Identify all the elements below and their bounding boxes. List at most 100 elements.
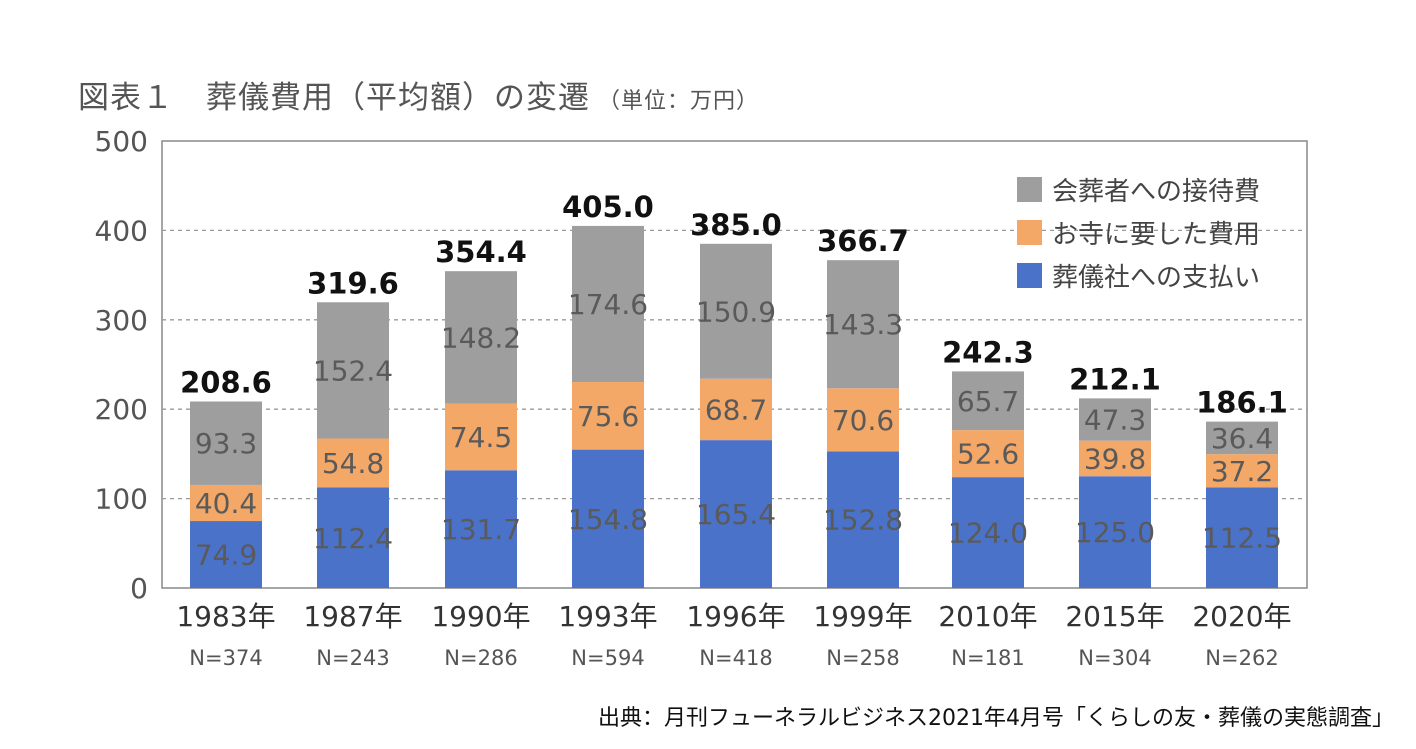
segment-value-label: 54.8 — [322, 447, 384, 480]
x-category-label: 1987年 — [303, 600, 402, 633]
bar-segment — [1079, 476, 1151, 588]
bar-segment — [700, 243, 772, 379]
bar-segment — [1079, 440, 1151, 477]
bar-segment — [827, 388, 899, 452]
bar-segment — [190, 401, 262, 485]
y-tick-label: 300 — [95, 304, 148, 337]
y-axis-ticks: 0 100 200 300 400 500 — [95, 125, 148, 605]
x-category-label: 1983年 — [176, 600, 275, 633]
y-tick-label: 0 — [130, 572, 148, 605]
legend-swatch — [1017, 220, 1042, 245]
x-sample-size-label: N=594 — [571, 646, 644, 670]
x-sample-size-label: N=304 — [1078, 646, 1151, 670]
segment-value-label: 124.0 — [948, 517, 1028, 550]
bar-segment — [317, 302, 389, 439]
bar-group: 165.4 68.7 150.9 385.0 — [690, 208, 782, 588]
bar-segment — [190, 521, 262, 588]
segment-value-label: 152.8 — [823, 504, 903, 537]
total-value-label: 208.6 — [180, 366, 272, 400]
x-category-label: 1990年 — [431, 600, 530, 633]
bars: 74.9 40.4 93.3 208.6 112.4 54.8 152.4 319.6 131.… — [180, 190, 1288, 588]
total-value-label: 186.1 — [1196, 386, 1288, 420]
total-value-label: 354.4 — [435, 235, 527, 269]
segment-value-label: 40.4 — [195, 487, 257, 520]
segment-value-label: 112.5 — [1202, 522, 1282, 555]
bar-segment — [827, 260, 899, 389]
segment-value-label: 75.6 — [577, 400, 639, 433]
segment-value-label: 152.4 — [313, 354, 393, 387]
segment-value-label: 39.8 — [1084, 442, 1146, 475]
bar-group: 152.8 70.6 143.3 366.7 — [817, 224, 909, 588]
segment-value-label: 165.4 — [696, 498, 776, 531]
y-tick-label: 200 — [95, 393, 148, 426]
segment-value-label: 68.7 — [705, 393, 767, 426]
x-sample-size-label: N=262 — [1205, 646, 1278, 670]
legend-label: 葬儀社への支払い — [1052, 263, 1260, 293]
y-tick-label: 100 — [95, 483, 148, 516]
bar-segment — [700, 378, 772, 441]
bar-segment — [445, 470, 517, 588]
total-value-label: 385.0 — [690, 208, 782, 242]
bar-group: 154.8 75.6 174.6 405.0 — [562, 190, 654, 588]
bar-segment — [700, 440, 772, 588]
segment-value-label: 143.3 — [823, 308, 903, 341]
total-value-label: 319.6 — [307, 266, 399, 300]
bar-segment — [1206, 487, 1278, 588]
segment-value-label: 74.5 — [450, 421, 512, 454]
segment-value-label: 154.8 — [568, 503, 648, 536]
y-tick-label: 500 — [95, 125, 148, 158]
bar-group: 125.0 39.8 47.3 212.1 — [1069, 362, 1161, 588]
x-category-label: 1999年 — [813, 600, 912, 633]
x-sample-size-label: N=418 — [699, 646, 772, 670]
y-tick-label: 400 — [95, 214, 148, 247]
bar-segment — [317, 487, 389, 588]
x-category-label: 2010年 — [938, 600, 1037, 633]
chart-unit: （単位：万円） — [598, 89, 760, 114]
legend-label: お寺に要した費用 — [1052, 220, 1260, 250]
segment-value-label: 93.3 — [195, 427, 257, 460]
x-sample-size-label: N=286 — [444, 646, 517, 670]
segment-value-label: 52.6 — [957, 438, 1019, 471]
bar-segment — [952, 477, 1024, 588]
bar-group: 112.4 54.8 152.4 319.6 — [307, 266, 399, 588]
x-sample-size-label: N=258 — [826, 646, 899, 670]
segment-value-label: 74.9 — [195, 539, 257, 572]
bar-segment — [572, 382, 644, 450]
segment-value-label: 148.2 — [441, 321, 521, 354]
legend-label: 会葬者への接待費 — [1052, 177, 1260, 207]
bar-segment — [445, 271, 517, 404]
stacked-bar-chart: 0 100 200 300 400 500 74.9 40.4 93.3 208.6 112.4 5… — [95, 125, 1308, 670]
x-sample-size-label: N=374 — [189, 646, 262, 670]
bar-segment — [1206, 421, 1278, 455]
total-value-label: 405.0 — [562, 190, 654, 224]
chart-title: 図表１ 葬儀費用（平均額）の変遷 （単位：万円） — [78, 72, 759, 117]
segment-value-label: 37.2 — [1211, 455, 1273, 488]
legend-swatch — [1017, 177, 1042, 202]
bar-group: 131.7 74.5 148.2 354.4 — [435, 235, 527, 588]
segment-value-label: 150.9 — [696, 295, 776, 328]
bar-segment — [952, 430, 1024, 478]
bar-segment — [572, 449, 644, 588]
bar-segment — [1206, 454, 1278, 488]
segment-value-label: 65.7 — [957, 385, 1019, 418]
x-sample-size-label: N=243 — [316, 646, 389, 670]
bar-group: 74.9 40.4 93.3 208.6 — [180, 366, 272, 588]
bar-segment — [827, 451, 899, 588]
segment-value-label: 125.0 — [1075, 516, 1155, 549]
segment-value-label: 70.6 — [832, 404, 894, 437]
bar-segment — [952, 371, 1024, 431]
bar-segment — [445, 403, 517, 471]
x-sample-size-label: N=181 — [951, 646, 1024, 670]
x-axis-ticks: 1983年 N=374 1987年 N=243 1990年 N=286 1993年 N=594… — [176, 600, 1291, 670]
x-category-label: 2015年 — [1065, 600, 1164, 633]
segment-value-label: 131.7 — [441, 513, 521, 546]
segment-value-label: 47.3 — [1084, 404, 1146, 437]
legend-swatch — [1017, 263, 1042, 288]
total-value-label: 366.7 — [817, 224, 909, 258]
segment-value-label: 174.6 — [568, 288, 648, 321]
total-value-label: 242.3 — [942, 335, 1034, 369]
bar-segment — [317, 438, 389, 488]
total-value-label: 212.1 — [1069, 362, 1161, 396]
